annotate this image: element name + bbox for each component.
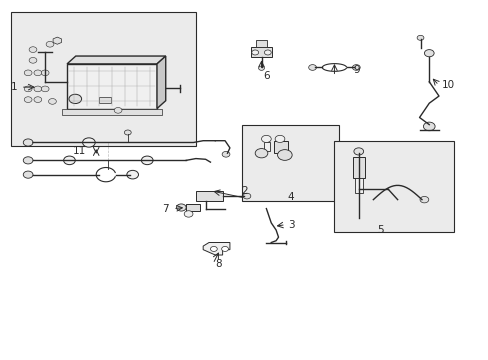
Circle shape (41, 70, 49, 76)
Text: 5: 5 (377, 225, 383, 235)
Circle shape (41, 86, 49, 92)
Circle shape (308, 64, 316, 70)
Bar (250, 48, 272, 58)
Circle shape (221, 247, 228, 251)
Text: 8: 8 (215, 259, 222, 269)
Circle shape (23, 171, 33, 178)
Circle shape (184, 211, 193, 217)
Circle shape (34, 97, 41, 103)
Bar (354, 178, 362, 193)
Circle shape (261, 135, 271, 143)
Text: 11: 11 (73, 147, 86, 157)
Polygon shape (203, 243, 229, 255)
Bar (11, 12, 196, 146)
Circle shape (126, 170, 138, 179)
Circle shape (69, 94, 81, 104)
Circle shape (82, 138, 95, 147)
Polygon shape (62, 109, 162, 115)
Circle shape (251, 50, 258, 55)
Polygon shape (67, 56, 165, 64)
Bar (242, 125, 339, 202)
Circle shape (141, 156, 153, 165)
Circle shape (416, 35, 423, 40)
Circle shape (23, 157, 33, 164)
Circle shape (423, 122, 434, 131)
Bar (186, 203, 200, 211)
Circle shape (24, 97, 32, 103)
Bar (273, 141, 287, 153)
Circle shape (424, 50, 433, 57)
Circle shape (34, 86, 41, 92)
Text: 6: 6 (263, 71, 269, 81)
Text: 4: 4 (287, 192, 293, 202)
Circle shape (353, 148, 363, 155)
Circle shape (63, 156, 75, 165)
Circle shape (264, 50, 271, 55)
Text: 10: 10 (441, 80, 454, 90)
Circle shape (48, 99, 56, 104)
Bar (99, 97, 111, 103)
Circle shape (29, 58, 37, 63)
Bar (255, 40, 267, 48)
Circle shape (176, 204, 186, 211)
Circle shape (24, 86, 32, 92)
Circle shape (210, 247, 217, 251)
Circle shape (24, 70, 32, 76)
Circle shape (23, 139, 33, 146)
Text: 1: 1 (10, 82, 17, 92)
Circle shape (46, 41, 54, 47)
Circle shape (34, 70, 41, 76)
Bar (67, 64, 157, 109)
Bar (352, 157, 364, 178)
Circle shape (222, 152, 229, 157)
Bar (196, 191, 222, 202)
Circle shape (114, 108, 122, 113)
Circle shape (243, 193, 250, 199)
Circle shape (258, 66, 264, 70)
Circle shape (277, 150, 291, 160)
Circle shape (352, 64, 360, 70)
Polygon shape (157, 56, 165, 109)
Polygon shape (53, 37, 61, 44)
Bar (334, 141, 453, 232)
Circle shape (275, 135, 285, 143)
Text: 2: 2 (241, 186, 247, 196)
Circle shape (29, 47, 37, 53)
Circle shape (124, 130, 131, 135)
Text: 7: 7 (162, 203, 169, 213)
Text: 3: 3 (287, 220, 294, 230)
Text: 9: 9 (352, 64, 359, 75)
Circle shape (419, 197, 428, 203)
Bar (264, 143, 269, 152)
Circle shape (255, 149, 267, 158)
